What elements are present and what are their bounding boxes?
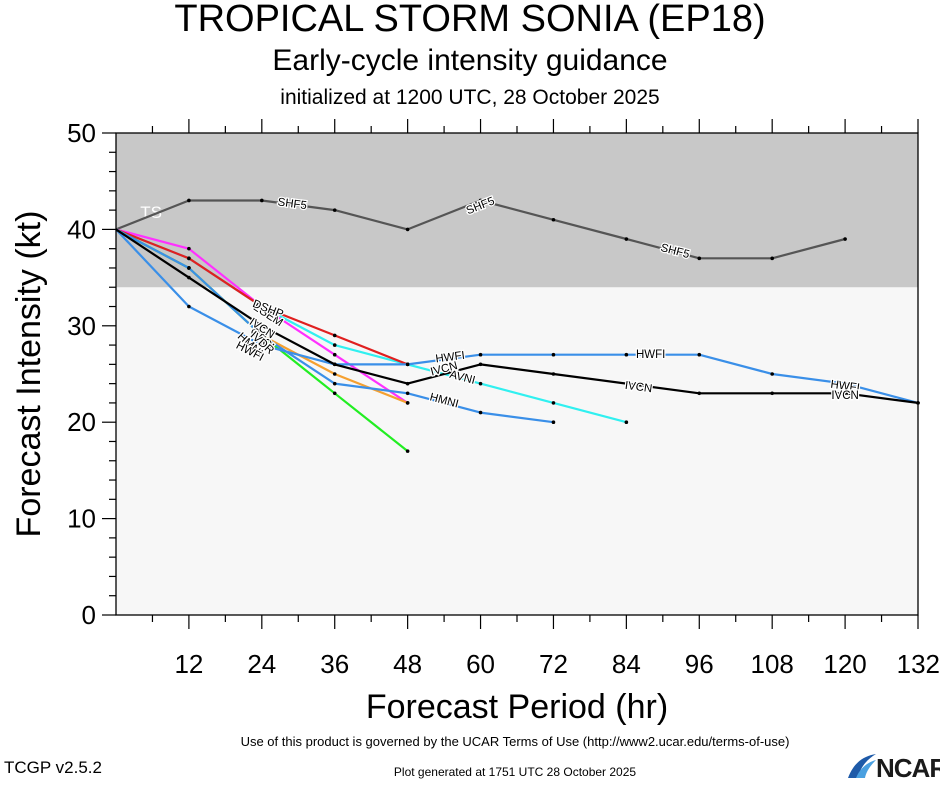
x-tick-label: 24	[247, 649, 276, 679]
x-tick-label: 36	[320, 649, 349, 679]
chart-subtitle: Early-cycle intensity guidance	[272, 44, 668, 77]
point-shf5	[405, 227, 410, 232]
point-hwfi	[551, 352, 556, 357]
chart-title: TROPICAL STORM SONIA (EP18)	[174, 0, 766, 40]
point-hwfi	[843, 381, 847, 386]
point-dshp	[260, 304, 264, 309]
y-tick-label: 20	[67, 407, 96, 437]
y-tick-label: 50	[67, 118, 96, 148]
y-tick-label: 30	[67, 311, 96, 341]
point-shf5	[551, 217, 556, 222]
series-line-ivcn	[115, 228, 919, 404]
point-dshp	[332, 333, 337, 338]
x-tick-label: 120	[823, 649, 866, 679]
point-hmni	[405, 391, 410, 396]
point-hwfi	[405, 362, 410, 367]
y-tick-label: 10	[67, 504, 96, 534]
point-avni	[332, 343, 337, 347]
series-label-hwfi: HWFI	[435, 350, 466, 366]
point-hmni	[187, 266, 191, 270]
point-shf5	[843, 237, 847, 241]
point-ivcn	[697, 391, 702, 396]
series-label-hwfi: HWFI	[830, 379, 861, 395]
point-ofci	[332, 372, 337, 376]
point-avni	[478, 381, 483, 386]
series-label-ivcn: IVCN	[624, 380, 653, 395]
point-ivcn	[843, 391, 847, 396]
point-avni	[624, 420, 629, 425]
point-hwfi	[260, 343, 264, 347]
point-ivcn	[332, 362, 337, 367]
x-axis-label: Forecast Period (hr)	[366, 688, 668, 726]
point-hwfi	[478, 352, 483, 357]
version-label: TCGP v2.5.2	[4, 758, 102, 777]
ncar-swoosh-icon	[848, 754, 876, 778]
series-label-shf5: SHF5	[277, 196, 308, 212]
intensity-chart: TS SHF5 SHF5SHF5AVNILGEMDSHPOFCIIVDRHMNIH…	[10, 118, 940, 726]
point-shf5	[187, 198, 191, 203]
point-ivcn	[770, 391, 774, 396]
series-line-hwfi	[115, 228, 919, 404]
x-tick-label: 108	[750, 649, 793, 679]
point-hwfi	[187, 304, 191, 309]
point-shf5	[770, 256, 774, 261]
point-lgem	[187, 246, 191, 251]
x-tick-label: 84	[612, 649, 641, 679]
point-hmni	[551, 420, 556, 425]
point-ivcn	[260, 324, 264, 328]
point-ivcn	[478, 362, 483, 367]
point-dshp	[187, 256, 191, 261]
init-time: initialized at 1200 UTC, 28 October 2025	[280, 86, 660, 109]
x-tick-label: 72	[539, 649, 568, 679]
point-hmni	[260, 333, 264, 338]
point-ivdr	[405, 449, 410, 453]
point-ivcn	[187, 275, 191, 280]
series-label-hwfi: HWFI	[636, 349, 665, 361]
x-tick-label: 48	[393, 649, 422, 679]
x-tick-label: 132	[897, 649, 940, 679]
point-shf5	[624, 237, 629, 241]
point-hwfi	[624, 352, 629, 357]
x-tick-label: 96	[685, 649, 714, 679]
y-tick-label: 40	[67, 214, 96, 244]
point-ivdr	[332, 391, 337, 396]
point-shf5	[478, 198, 483, 203]
x-tick-label: 60	[466, 649, 495, 679]
point-hwfi	[770, 372, 774, 376]
x-tick-label: 12	[174, 649, 203, 679]
point-lgem	[332, 352, 337, 357]
terms-of-use: Use of this product is governed by the U…	[240, 734, 790, 749]
y-tick-label: 0	[82, 600, 96, 630]
ncar-logo: NCAR	[846, 752, 940, 783]
point-hmni	[332, 381, 337, 386]
point-shf5	[697, 256, 702, 261]
logo-text: NCAR	[876, 753, 940, 783]
point-ivcn	[624, 381, 629, 386]
point-shf5	[260, 198, 264, 203]
y-axis-label: Forecast Intensity (kt)	[10, 211, 48, 538]
series-label-ivcn: IVCN	[831, 390, 858, 402]
point-hmni	[478, 410, 483, 415]
point-ivcn	[551, 372, 556, 376]
point-ofci	[405, 401, 410, 405]
point-shf5	[332, 208, 337, 212]
point-avni	[551, 401, 556, 405]
generated-time: Plot generated at 1751 UTC 28 October 20…	[393, 765, 637, 779]
point-hwfi	[697, 352, 702, 357]
point-ivcn	[405, 381, 410, 386]
